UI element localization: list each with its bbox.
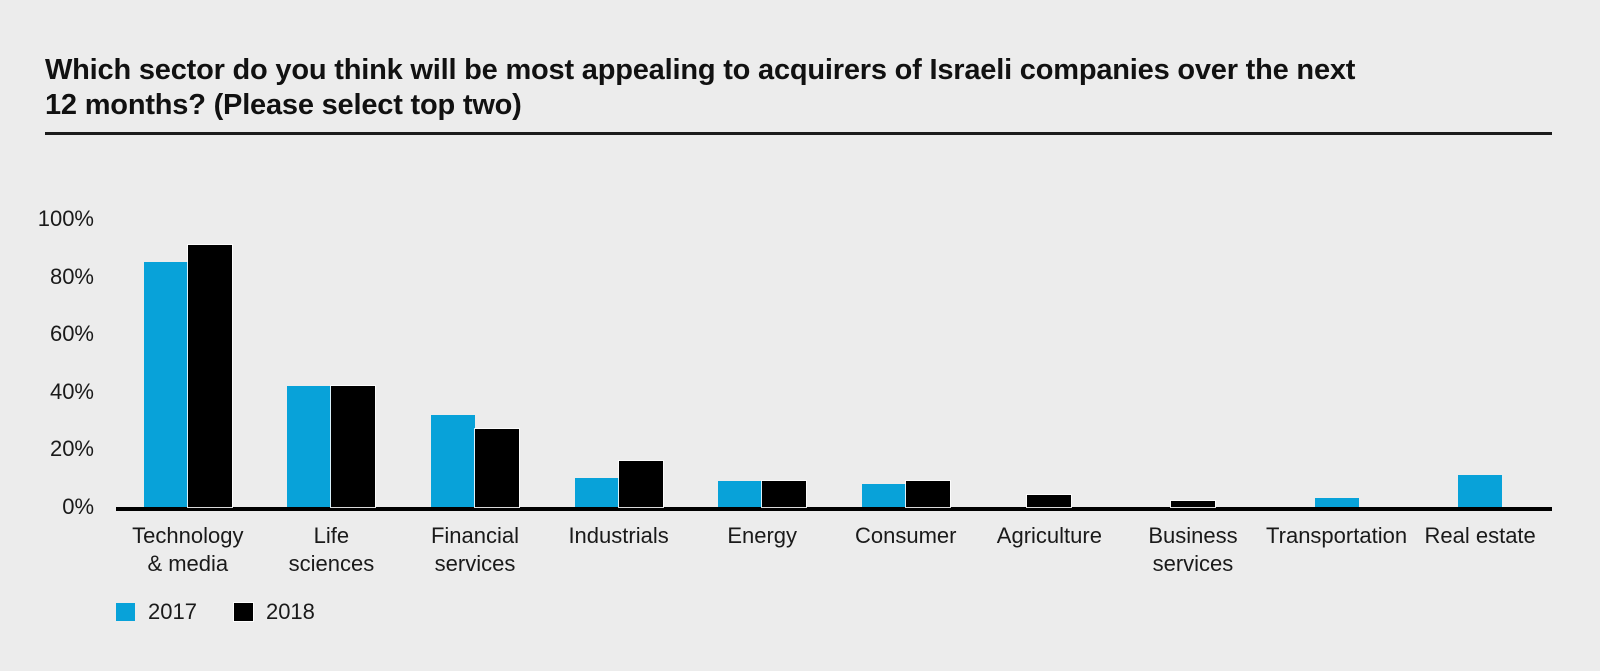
- bar-2017-transportation: [1314, 498, 1359, 507]
- legend-label-2017: 2017: [148, 599, 197, 624]
- bar-group-financial-services: [403, 219, 547, 507]
- legend-label-2018: 2018: [265, 599, 315, 624]
- bar-2018-energy: [762, 481, 807, 507]
- bar-group-agriculture: [978, 219, 1122, 507]
- category-label-financial-services: Financial services: [430, 523, 519, 576]
- bar-2017-life-sciences: [287, 386, 332, 507]
- bar-group-life-sciences: [260, 219, 404, 507]
- category-label-agriculture: Agriculture: [996, 523, 1102, 548]
- page-title-line2: 12 months? (Please select top two): [45, 89, 522, 121]
- bar-group-energy: [690, 219, 834, 507]
- bar-group-consumer: [834, 219, 978, 507]
- y-axis: 100% 80% 60% 40% 20% 0%: [20, 206, 94, 519]
- legend: 2017 2018: [116, 599, 315, 624]
- y-tick-label-40: 40%: [49, 378, 94, 404]
- bar-2017-industrials: [574, 478, 619, 507]
- category-label-business-services: Business services: [1148, 523, 1238, 576]
- y-tick-label-0: 0%: [62, 494, 94, 519]
- bar-2018-business-services: [1170, 501, 1215, 507]
- y-tick-label-20: 20%: [49, 436, 94, 462]
- bar-2018-industrials: [618, 461, 663, 507]
- category-label-consumer: Consumer: [855, 523, 957, 548]
- category-label-transportation: Transportation: [1266, 523, 1408, 548]
- page-title: Which sector do you think will be most a…: [45, 53, 1555, 123]
- bar-2017-technology-media: [143, 262, 188, 507]
- title-divider-rule: [45, 132, 1552, 135]
- legend-swatch-2017: [116, 602, 135, 621]
- x-axis-labels: Technology & media Life sciences Financial…: [116, 522, 1552, 578]
- bar-group-real-estate: [1408, 219, 1552, 507]
- category-label-real-estate: Real estate: [1424, 523, 1536, 548]
- y-tick-label-80: 80%: [49, 263, 94, 289]
- plot-area: [116, 219, 1552, 511]
- legend-item-2017: 2017: [116, 599, 197, 624]
- page-title-line1: Which sector do you think will be most a…: [45, 54, 1356, 86]
- legend-swatch-2018: [233, 602, 253, 621]
- bar-2018-financial-services: [474, 429, 519, 507]
- bar-2017-energy: [718, 481, 763, 507]
- bar-2018-technology-media: [187, 245, 232, 507]
- category-label-industrials: Industrials: [568, 523, 669, 548]
- bar-2017-financial-services: [430, 415, 475, 507]
- bar-2017-real-estate: [1458, 475, 1503, 507]
- bar-2018-agriculture: [1027, 495, 1072, 507]
- legend-item-2018: 2018: [233, 599, 315, 624]
- bar-2018-consumer: [905, 481, 950, 507]
- bar-group-technology-media: [116, 219, 260, 507]
- y-tick-label-100: 100%: [37, 206, 94, 231]
- category-label-life-sciences: Life sciences: [288, 523, 375, 576]
- category-label-technology-media: Technology & media: [132, 523, 244, 576]
- bar-group-business-services: [1121, 219, 1265, 507]
- bar-2018-life-sciences: [331, 386, 376, 507]
- bar-group-industrials: [547, 219, 691, 507]
- bar-2017-consumer: [861, 484, 906, 507]
- y-tick-label-60: 60%: [49, 321, 94, 347]
- category-label-energy: Energy: [727, 523, 798, 548]
- bar-group-transportation: [1265, 219, 1409, 507]
